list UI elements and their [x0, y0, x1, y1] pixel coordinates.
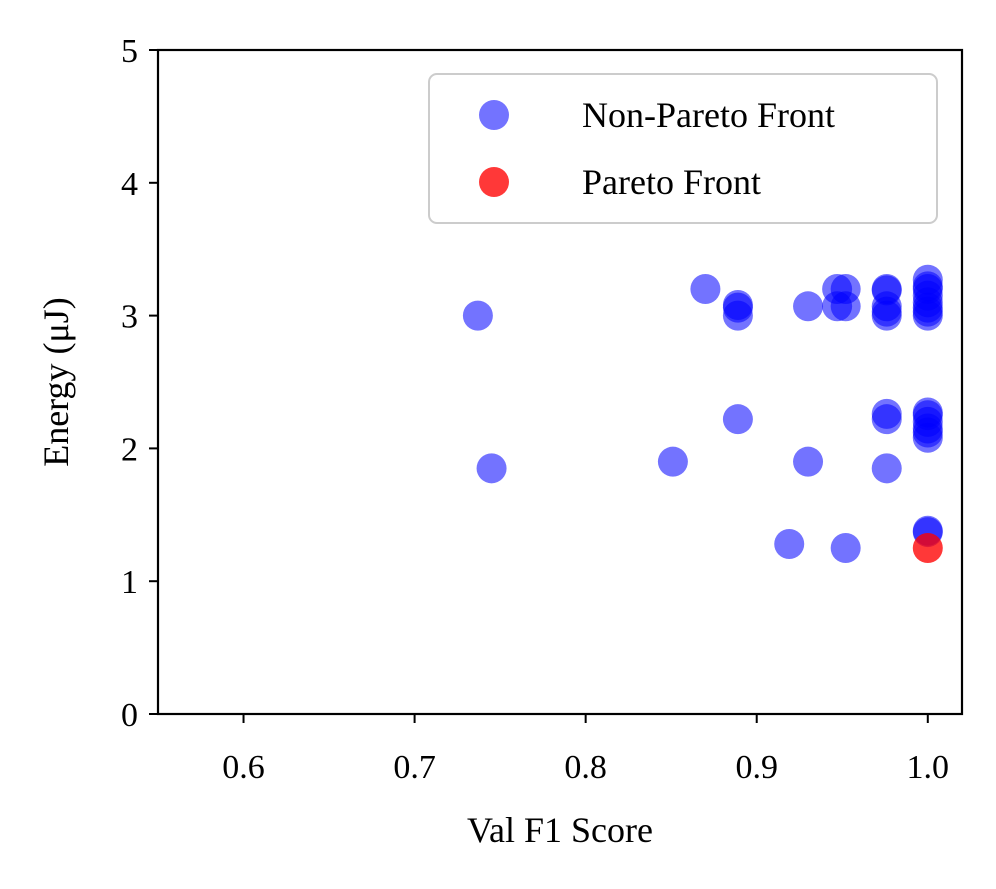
non-pareto-point [793, 291, 824, 322]
non-pareto-point [830, 533, 861, 563]
y-tick-label: 2 [121, 431, 138, 468]
legend-marker-non-pareto [479, 100, 509, 130]
non-pareto-point [871, 453, 902, 484]
legend: Non-Pareto Front Pareto Front [428, 73, 938, 224]
non-pareto-point [722, 404, 753, 435]
non-pareto-point [774, 529, 805, 560]
y-axis-label: Energy (μJ) [36, 297, 76, 467]
non-pareto-point [830, 291, 861, 322]
x-tick-label: 0.6 [222, 749, 265, 786]
non-pareto-point [793, 446, 824, 477]
non-pareto-point [871, 404, 902, 435]
pareto-point [912, 533, 943, 563]
non-pareto-point [722, 289, 753, 320]
non-pareto-point [462, 300, 493, 331]
legend-label-non-pareto: Non-Pareto Front [582, 95, 835, 135]
y-tick-label: 4 [121, 166, 138, 203]
x-tick-label: 0.7 [393, 749, 436, 786]
y-tick-label: 1 [121, 564, 138, 601]
x-tick-label: 1.0 [907, 749, 950, 786]
plot-frame [156, 48, 964, 716]
non-pareto-point [690, 274, 721, 305]
x-axis-label: Val F1 Score [467, 810, 653, 850]
non-pareto-point [912, 300, 943, 331]
y-tick-label: 3 [121, 299, 138, 336]
axes-layer: 0.6 0.7 0.8 0.9 1.0 0 1 2 3 4 5 [121, 33, 949, 786]
non-pareto-point [912, 422, 943, 453]
points-layer [462, 264, 943, 563]
non-pareto-point [871, 300, 902, 331]
legend-label-pareto: Pareto Front [582, 162, 761, 202]
y-tick-label: 0 [121, 697, 138, 734]
x-tick-label: 0.9 [735, 749, 778, 786]
non-pareto-point [657, 446, 688, 477]
legend-box [428, 73, 938, 224]
non-pareto-point [476, 453, 507, 484]
y-tick-label: 5 [121, 33, 138, 70]
x-tick-label: 0.8 [564, 749, 607, 786]
legend-marker-pareto [479, 167, 509, 197]
